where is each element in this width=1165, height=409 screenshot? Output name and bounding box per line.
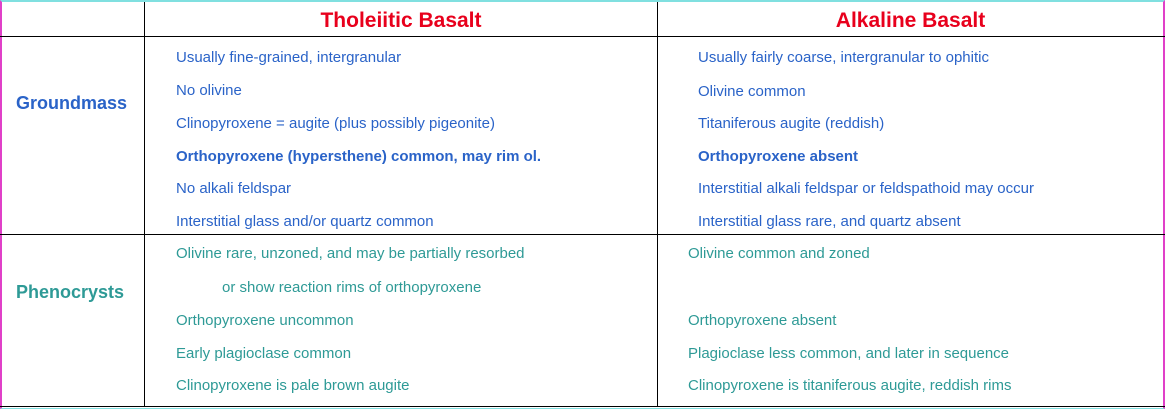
groundmass-tholeiitic-item: No alkali feldspar bbox=[176, 180, 292, 197]
header-alkaline: Alkaline Basalt bbox=[835, 9, 986, 32]
middle-column-rule bbox=[657, 2, 658, 406]
phenocrysts-tholeiitic-item: Olivine rare, unzoned, and may be partia… bbox=[176, 245, 525, 262]
table-bottom-rule bbox=[0, 406, 1165, 407]
row-label-groundmass: Groundmass bbox=[16, 93, 128, 113]
header-bottom-rule bbox=[0, 36, 1165, 37]
groundmass-tholeiitic-item: No olivine bbox=[176, 82, 242, 99]
groundmass-alkaline-item: Orthopyroxene absent bbox=[698, 148, 859, 165]
phenocrysts-alkaline-item: Clinopyroxene is titaniferous augite, re… bbox=[688, 377, 1012, 394]
phenocrysts-tholeiitic-item: Clinopyroxene is pale brown augite bbox=[176, 377, 410, 394]
groundmass-alkaline-item: Interstitial glass rare, and quartz abse… bbox=[698, 213, 961, 230]
phenocrysts-alkaline-item: Olivine common and zoned bbox=[688, 245, 870, 262]
groundmass-alkaline-item: Usually fairly coarse, intergranular to … bbox=[698, 49, 989, 66]
groundmass-tholeiitic-item: Orthopyroxene (hypersthene) common, may … bbox=[176, 148, 542, 165]
groundmass-tholeiitic-item: Usually fine-grained, intergranular bbox=[176, 49, 402, 66]
phenocrysts-tholeiitic-item: Early plagioclase common bbox=[176, 345, 352, 362]
phenocrysts-tholeiitic-item: or show reaction rims of orthopyroxene bbox=[222, 279, 482, 296]
groundmass-alkaline-item: Titaniferous augite (reddish) bbox=[698, 115, 885, 132]
groundmass-tholeiitic-item: Clinopyroxene = augite (plus possibly pi… bbox=[176, 115, 495, 132]
label-column-rule bbox=[144, 2, 145, 406]
phenocrysts-alkaline-item: Orthopyroxene absent bbox=[688, 312, 837, 329]
header-tholeiitic: Tholeiitic Basalt bbox=[320, 9, 482, 32]
groundmass-tholeiitic-item: Interstitial glass and/or quartz common bbox=[176, 213, 434, 230]
row-label-phenocrysts: Phenocrysts bbox=[16, 282, 125, 302]
row-divider-rule bbox=[0, 234, 1165, 235]
phenocrysts-alkaline-item: Plagioclase less common, and later in se… bbox=[688, 345, 1010, 362]
groundmass-alkaline-item: Olivine common bbox=[698, 83, 806, 100]
phenocrysts-tholeiitic-item: Orthopyroxene uncommon bbox=[176, 312, 354, 329]
groundmass-alkaline-item: Interstitial alkali feldspar or feldspat… bbox=[698, 180, 1034, 197]
